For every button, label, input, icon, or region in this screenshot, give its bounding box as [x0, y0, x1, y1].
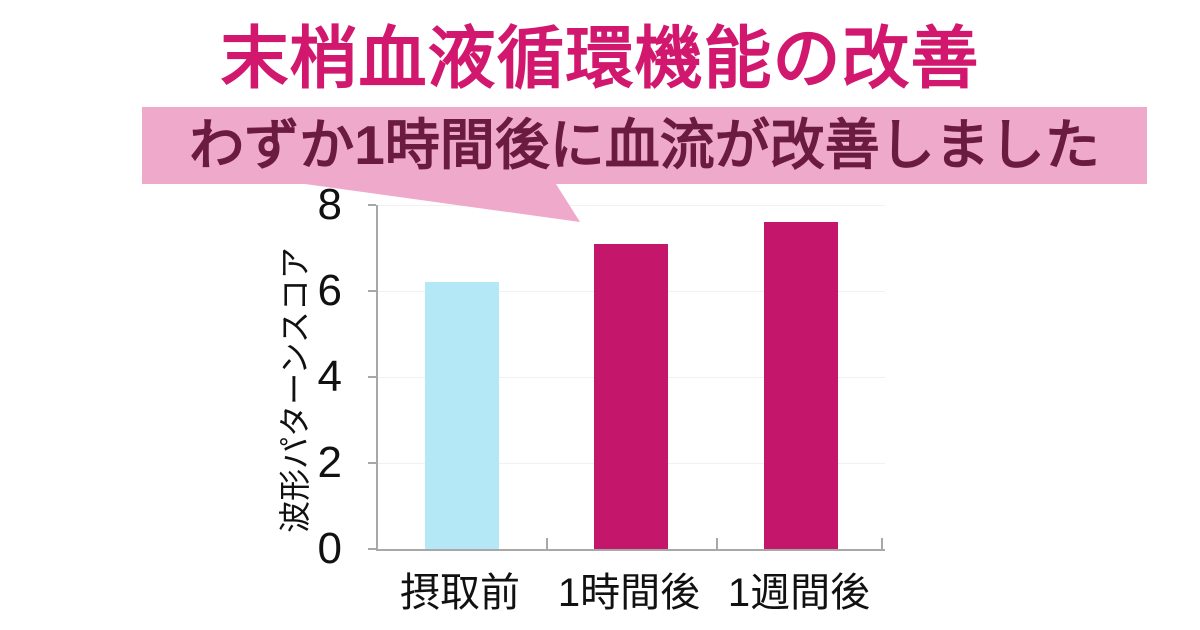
- y-tick-6: [368, 290, 376, 292]
- y-tick-8: [368, 204, 376, 206]
- x-category-label-摂取前: 摂取前: [400, 571, 520, 615]
- x-category-label-1週間後: 1週間後: [727, 571, 871, 615]
- callout-tail-pointer: [305, 184, 580, 222]
- bar-1週間後: [764, 222, 838, 549]
- y-tick-4: [368, 376, 376, 378]
- plot-area: [368, 204, 885, 551]
- y-tick-0: [368, 548, 376, 550]
- bar-1時間後: [594, 244, 668, 549]
- y-tick-2: [368, 462, 376, 464]
- x-tick-3: [881, 538, 883, 549]
- x-category-label-1時間後: 1時間後: [557, 571, 701, 615]
- gridline-8: [378, 205, 885, 206]
- bar-摂取前: [425, 282, 499, 549]
- y-tick-label-0: 0: [317, 524, 342, 573]
- x-tick-1: [546, 538, 548, 549]
- x-tick-2: [716, 538, 718, 549]
- page-title: 末梢血液循環機能の改善: [220, 21, 980, 97]
- callout-banner: わずか1時間後に血流が改善しました: [142, 107, 1147, 184]
- y-tick-label-4: 4: [317, 352, 342, 401]
- callout-text: わずか1時間後に血流が改善しました: [189, 114, 1100, 176]
- y-tick-label-6: 6: [317, 266, 342, 315]
- y-tick-label-2: 2: [317, 438, 342, 487]
